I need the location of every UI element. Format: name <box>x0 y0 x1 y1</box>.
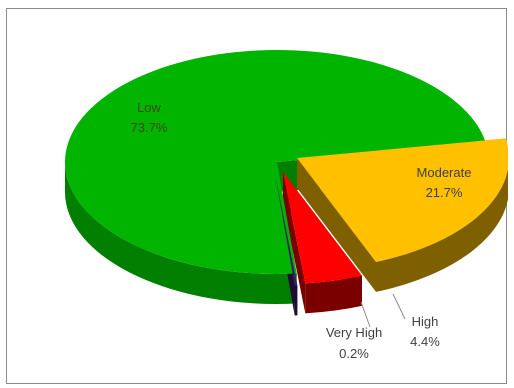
high-label: High <box>412 314 439 329</box>
high-percent: 4.4% <box>410 334 440 349</box>
high-leader-line <box>392 293 406 320</box>
low-label: Low <box>137 100 161 115</box>
low-slice-side <box>65 162 297 304</box>
high-slice-wall-1 <box>283 172 306 314</box>
pie-chart: Low 73.7% Moderate 21.7% High 4.4% Very … <box>64 50 508 361</box>
very-high-label: Very High <box>326 325 382 340</box>
high-slice <box>283 172 363 284</box>
moderate-slice-wall-1 <box>297 158 377 292</box>
low-slice <box>64 50 486 274</box>
moderate-percent: 21.7% <box>426 185 463 200</box>
moderate-slice <box>297 138 508 262</box>
moderate-label: Moderate <box>417 165 472 180</box>
chart-frame: Low 73.7% Moderate 21.7% High 4.4% Very … <box>6 8 508 384</box>
high-slice-side <box>305 275 363 314</box>
moderate-slice-side <box>376 168 508 292</box>
very-high-slice <box>275 174 298 286</box>
very-high-leader-line <box>360 301 371 328</box>
very-high-percent: 0.2% <box>339 346 369 361</box>
low-percent: 73.7% <box>131 120 168 135</box>
very-high-slice-side <box>294 285 298 316</box>
